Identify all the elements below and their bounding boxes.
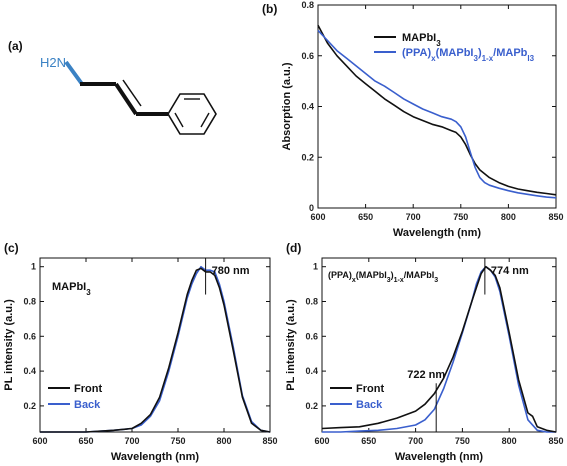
x-tick-label: 750 bbox=[170, 436, 185, 446]
ring-double-bond bbox=[174, 112, 184, 128]
text-part: (PPA) bbox=[328, 270, 352, 280]
legend-label-black: MAPbI3 bbox=[402, 32, 441, 48]
y-axis-label: PL intensity (a.u.) bbox=[3, 299, 15, 391]
series-line-black bbox=[40, 267, 271, 433]
text-part: ) bbox=[478, 47, 482, 59]
text-part: MAPbI bbox=[52, 281, 86, 293]
plot-frame bbox=[321, 257, 557, 433]
x-tick-label: 850 bbox=[548, 212, 563, 222]
subscript: 3 bbox=[436, 39, 441, 48]
y-tick-label: 0.8 bbox=[305, 297, 318, 307]
alkene-bond bbox=[114, 82, 138, 116]
shoulder-annotation: 722 nm bbox=[407, 369, 445, 381]
ring-double-bond bbox=[200, 112, 210, 128]
legend-label-front: Front bbox=[74, 383, 102, 395]
alkene-double-bond bbox=[122, 79, 142, 107]
plot-frame bbox=[317, 4, 557, 209]
chart-c: 600 650 700 750 800 850 0.2 0.4 0.6 0.8 1 Wavelengt… bbox=[3, 257, 278, 463]
y-axis-label: PL intensity (a.u.) bbox=[285, 299, 297, 391]
subscript: I3 bbox=[527, 54, 534, 63]
text-part: /MAPbI bbox=[404, 270, 435, 280]
series-line-black bbox=[317, 24, 557, 196]
x-tick-label: 700 bbox=[406, 212, 421, 222]
x-tick-label: 600 bbox=[32, 436, 47, 446]
y-tick-label: 0.8 bbox=[301, 0, 314, 10]
y-tick-label: 0.4 bbox=[301, 102, 314, 112]
y-tick-label: 0.4 bbox=[305, 366, 318, 376]
y-tick-label: 1 bbox=[31, 262, 36, 272]
peak-annotation: 780 nm bbox=[212, 265, 250, 277]
amine-label: H2N bbox=[40, 55, 66, 70]
subscript: 1-x bbox=[482, 54, 494, 63]
x-tick-label: 750 bbox=[453, 212, 468, 222]
panel-d-label: (d) bbox=[286, 241, 301, 255]
x-tick-label: 650 bbox=[358, 212, 373, 222]
peak-annotation: 774 nm bbox=[491, 265, 529, 277]
subscript: x bbox=[352, 277, 356, 284]
legend-label-blue: (PPA)x(MAPbI3)1-x/MAPbI3 bbox=[402, 47, 535, 63]
x-tick-label: 800 bbox=[216, 436, 231, 446]
x-tick-label: 600 bbox=[310, 212, 325, 222]
y-axis-label: Absorption (a.u.) bbox=[281, 62, 293, 150]
subscript: 1-x bbox=[394, 277, 404, 284]
series-line-black bbox=[321, 265, 557, 433]
y-tick-label: 0 bbox=[309, 203, 314, 213]
chart-d: 600 650 700 750 800 850 0.2 0.4 0.6 0.8 1 Wavelengt… bbox=[285, 257, 564, 463]
panel-b-label: (b) bbox=[262, 2, 277, 16]
subscript: 3 bbox=[387, 277, 391, 284]
y-tick-label: 0.2 bbox=[305, 401, 318, 411]
series-line-blue bbox=[317, 29, 557, 199]
x-tick-label: 800 bbox=[501, 212, 516, 222]
y-tick-label: 0.6 bbox=[301, 51, 314, 61]
x-axis-label: Wavelength (nm) bbox=[393, 227, 482, 239]
y-tick-label: 0.2 bbox=[301, 152, 314, 162]
x-axis-label: Wavelength (nm) bbox=[395, 451, 484, 463]
x-tick-label: 750 bbox=[455, 436, 470, 446]
y-tick-label: 0.8 bbox=[23, 297, 36, 307]
x-axis-label: Wavelength (nm) bbox=[111, 451, 200, 463]
subscript: x bbox=[431, 54, 436, 63]
legend-label-front: Front bbox=[356, 383, 384, 395]
plot-title: MAPbI3 bbox=[52, 281, 91, 297]
y-tick-label: 0.6 bbox=[23, 331, 36, 341]
x-tick-label: 650 bbox=[78, 436, 93, 446]
text-part: ) bbox=[391, 270, 394, 280]
phenyl-ring bbox=[167, 93, 217, 135]
text-part: MAPbI bbox=[402, 32, 436, 44]
y-tick-label: 0.2 bbox=[23, 401, 36, 411]
text-part: (MAPbI bbox=[356, 270, 387, 280]
x-tick-label: 800 bbox=[502, 436, 517, 446]
text-part: (PPA) bbox=[402, 47, 431, 59]
x-tick-label: 700 bbox=[124, 436, 139, 446]
plot-title: (PPA)x(MAPbI3)1-x/MAPbI3 bbox=[328, 270, 438, 284]
chart-b: 600 650 700 750 800 850 0 0.2 0.4 0.6 0.8 Wavelengt… bbox=[281, 0, 564, 239]
x-tick-label: 600 bbox=[314, 436, 329, 446]
plot-frame bbox=[39, 257, 271, 433]
subscript: 3 bbox=[434, 277, 438, 284]
y-tick-label: 0.6 bbox=[305, 331, 318, 341]
x-tick-label: 850 bbox=[548, 436, 563, 446]
x-tick-label: 850 bbox=[262, 436, 277, 446]
legend-label-back: Back bbox=[356, 399, 383, 411]
legend-label-back: Back bbox=[74, 399, 101, 411]
amine-bond bbox=[64, 60, 84, 86]
panel-a-label: (a) bbox=[8, 39, 23, 53]
text-part: /MAPb bbox=[493, 47, 528, 59]
text-part: (MAPbI bbox=[436, 47, 474, 59]
x-tick-label: 700 bbox=[408, 436, 423, 446]
panel-c-label: (c) bbox=[4, 241, 19, 255]
subscript: 3 bbox=[473, 54, 478, 63]
subscript: 3 bbox=[86, 288, 91, 297]
y-tick-label: 0.4 bbox=[23, 366, 36, 376]
molecule-structure: H2N bbox=[40, 55, 217, 135]
x-tick-label: 650 bbox=[361, 436, 376, 446]
y-tick-label: 1 bbox=[313, 262, 318, 272]
